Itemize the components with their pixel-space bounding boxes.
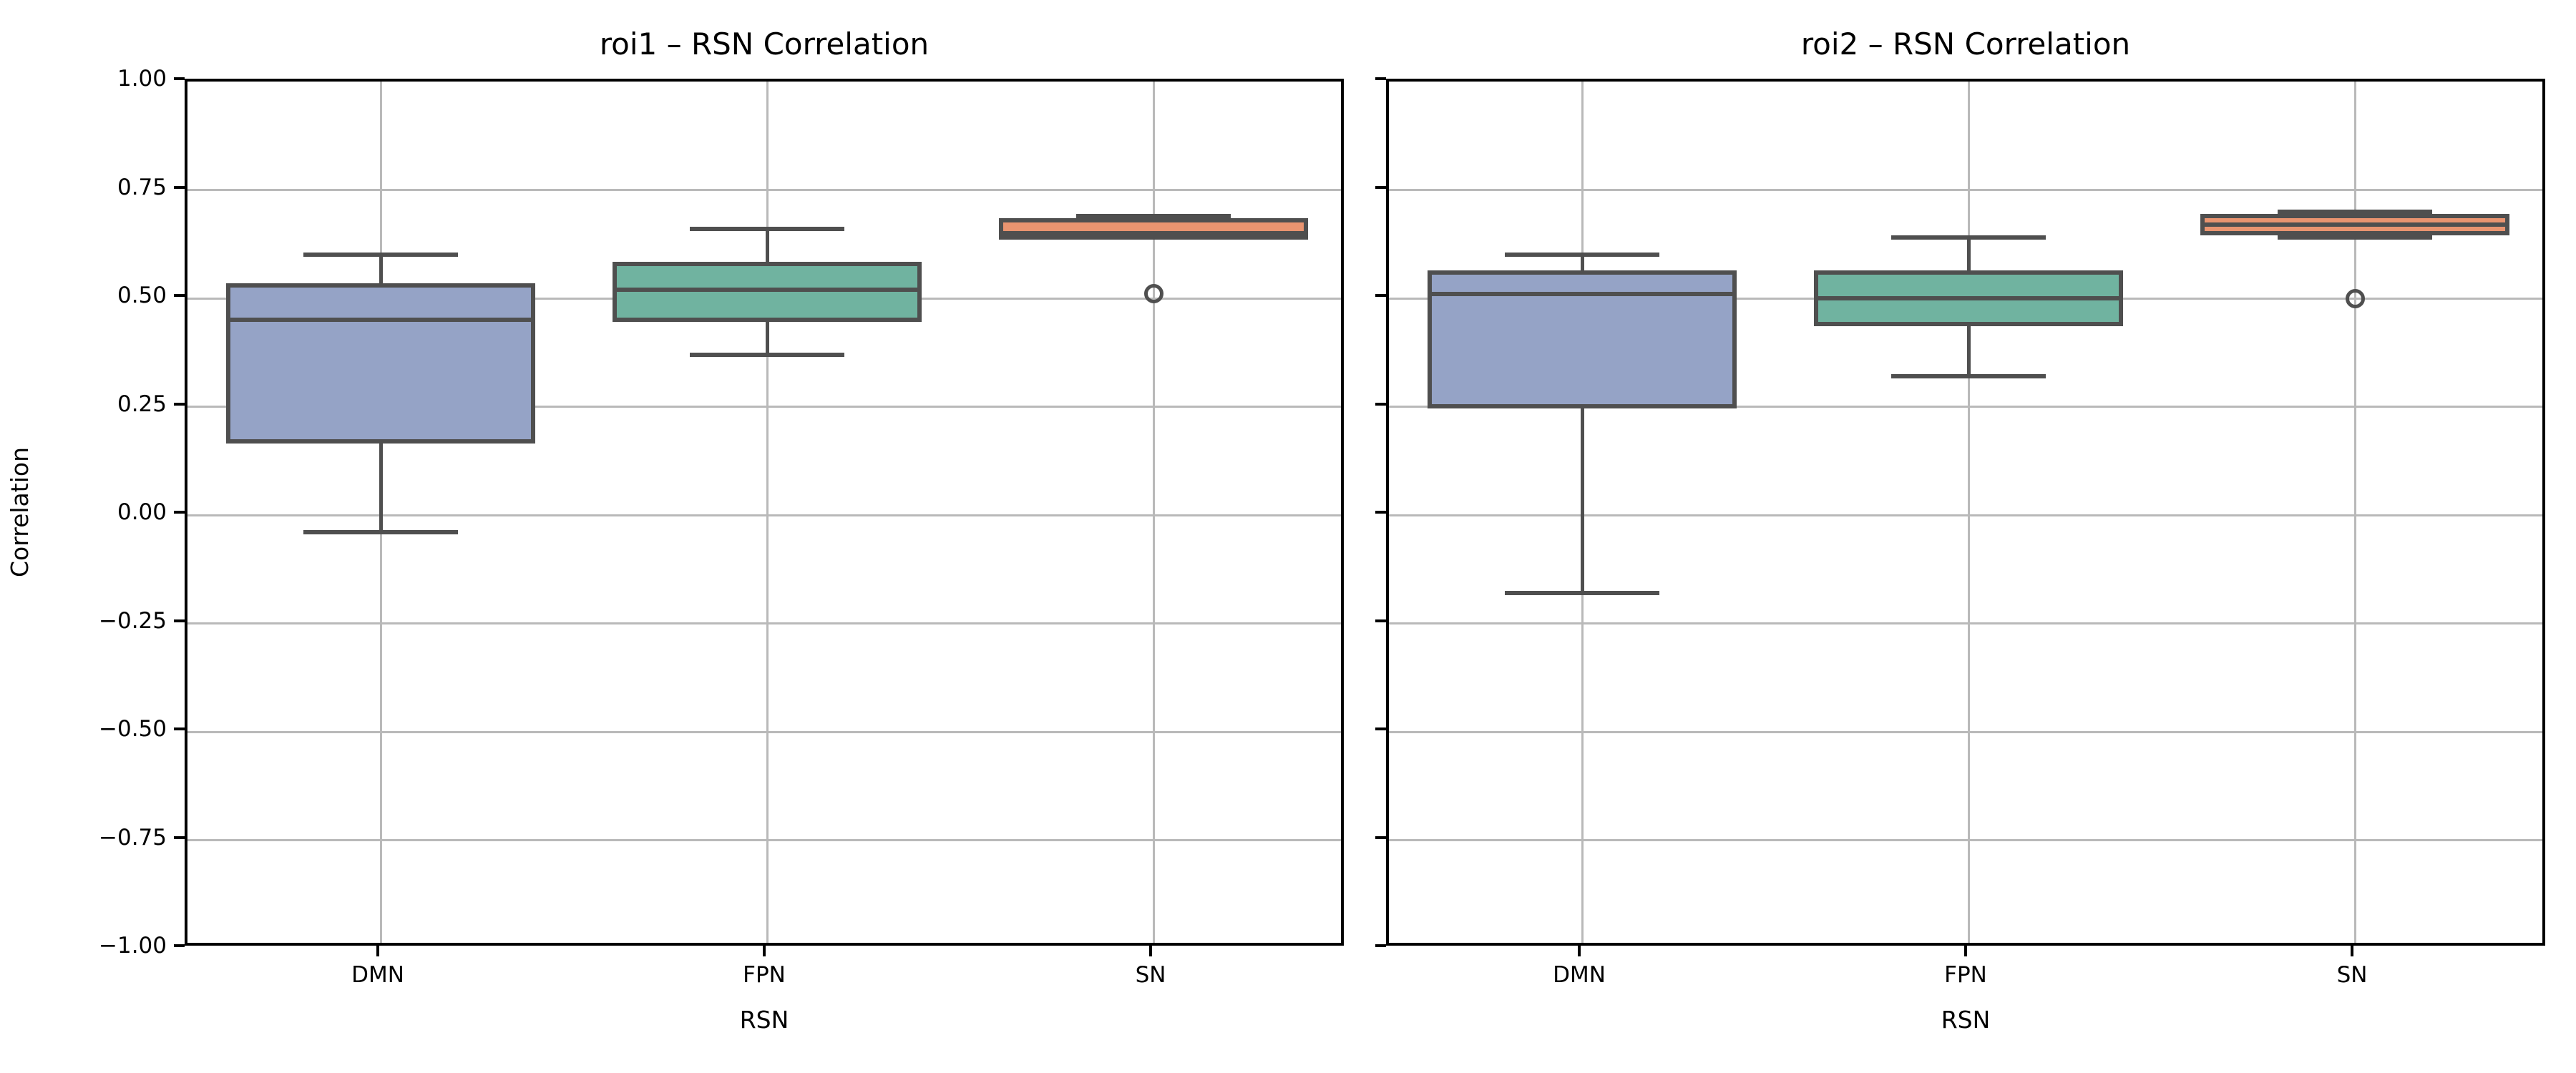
- y-tick-mark: [174, 294, 185, 297]
- x-tick-label-sn: SN: [1135, 962, 1166, 988]
- whisker-cap-low: [690, 352, 844, 357]
- plot-title-roi2: roi2 – RSN Correlation: [1800, 26, 2131, 62]
- y-tick-mark: [1375, 944, 1386, 947]
- y-tick-mark: [1375, 727, 1386, 730]
- x-tick-mark: [1964, 946, 1967, 956]
- y-gridline: [1389, 730, 2542, 733]
- median-line-sn: [2205, 222, 2505, 227]
- plot-area-roi2: [1386, 79, 2545, 946]
- plot-area-roi1: [185, 79, 1344, 946]
- whisker-cap-high: [690, 227, 844, 232]
- outlier-point-sn: [1143, 284, 1163, 304]
- y-tick-mark: [174, 185, 185, 189]
- y-gridline: [187, 839, 1341, 841]
- x-gridline: [766, 82, 769, 943]
- outlier-point-sn: [2345, 288, 2365, 308]
- x-tick-mark: [1149, 946, 1152, 956]
- whisker-cap-high: [1891, 235, 2046, 240]
- x-tick-label-sn: SN: [2336, 962, 2368, 988]
- y-tick-mark: [1375, 402, 1386, 406]
- whisker-cap-high: [2278, 209, 2432, 214]
- x-tick-mark: [1578, 946, 1581, 956]
- median-line-fpn: [617, 287, 917, 292]
- y-tick-mark: [174, 727, 185, 730]
- y-tick-mark: [1375, 294, 1386, 297]
- whisker-cap-low: [1891, 374, 2046, 379]
- y-tick-mark: [174, 836, 185, 839]
- y-gridline: [187, 730, 1341, 733]
- whisker-cap-low: [2278, 235, 2432, 240]
- y-tick-mark: [1375, 619, 1386, 622]
- median-line-dmn: [230, 318, 531, 323]
- y-tick-label: −1.00: [99, 933, 167, 959]
- whisker-cap-low: [303, 530, 458, 535]
- x-tick-mark: [376, 946, 379, 956]
- whisker-cap-high: [303, 253, 458, 258]
- y-gridline: [187, 189, 1341, 191]
- x-gridline: [1967, 82, 1970, 943]
- y-tick-mark: [1375, 185, 1386, 189]
- y-tick-label: −0.25: [99, 607, 167, 634]
- x-gridline: [1152, 82, 1155, 943]
- y-tick-label: 0.50: [117, 283, 167, 308]
- x-tick-label-fpn: FPN: [743, 962, 786, 988]
- y-tick-mark: [174, 619, 185, 622]
- y-tick-label: −0.50: [99, 716, 167, 742]
- y-tick-mark: [1375, 511, 1386, 514]
- y-gridline: [1389, 189, 2542, 191]
- y-gridline: [1389, 622, 2542, 624]
- y-tick-label: 0.75: [117, 174, 167, 200]
- y-tick-label: 0.25: [117, 391, 167, 417]
- median-line-sn: [1003, 231, 1304, 236]
- plot-title-roi1: roi1 – RSN Correlation: [599, 26, 930, 62]
- median-line-fpn: [1818, 296, 2119, 300]
- x-tick-mark: [763, 946, 766, 956]
- whisker-cap-high: [1076, 213, 1231, 218]
- x-gridline: [2353, 82, 2356, 943]
- y-tick-mark: [174, 402, 185, 406]
- y-tick-mark: [1375, 836, 1386, 839]
- whisker-cap-low: [1505, 591, 1659, 596]
- whisker-cap-high: [1505, 253, 1659, 258]
- x-tick-label-dmn: DMN: [351, 962, 404, 988]
- y-gridline: [1389, 839, 2542, 841]
- y-gridline: [1389, 514, 2542, 516]
- y-tick-mark: [174, 77, 185, 80]
- box-dmn: [226, 283, 535, 444]
- x-axis-label-roi2: RSN: [1941, 1006, 1991, 1034]
- whisker-line-dmn: [1580, 255, 1584, 594]
- y-gridline: [1389, 406, 2542, 408]
- y-tick-mark: [174, 944, 185, 947]
- x-tick-label-fpn: FPN: [1944, 962, 1987, 988]
- x-axis-label-roi1: RSN: [739, 1006, 789, 1034]
- y-axis-label: Correlation: [6, 447, 34, 577]
- x-tick-mark: [2351, 946, 2353, 956]
- y-gridline: [187, 514, 1341, 516]
- y-tick-mark: [174, 511, 185, 514]
- y-tick-label: −0.75: [99, 824, 167, 851]
- y-gridline: [187, 406, 1341, 408]
- y-tick-label: 0.00: [117, 499, 167, 525]
- box-dmn: [1428, 270, 1737, 409]
- y-tick-label: 1.00: [117, 66, 167, 92]
- whisker-cap-low: [1076, 235, 1231, 240]
- y-gridline: [187, 622, 1341, 624]
- y-tick-mark: [1375, 77, 1386, 80]
- box-fpn: [613, 261, 922, 323]
- x-tick-label-dmn: DMN: [1553, 962, 1606, 988]
- median-line-dmn: [1432, 291, 1732, 296]
